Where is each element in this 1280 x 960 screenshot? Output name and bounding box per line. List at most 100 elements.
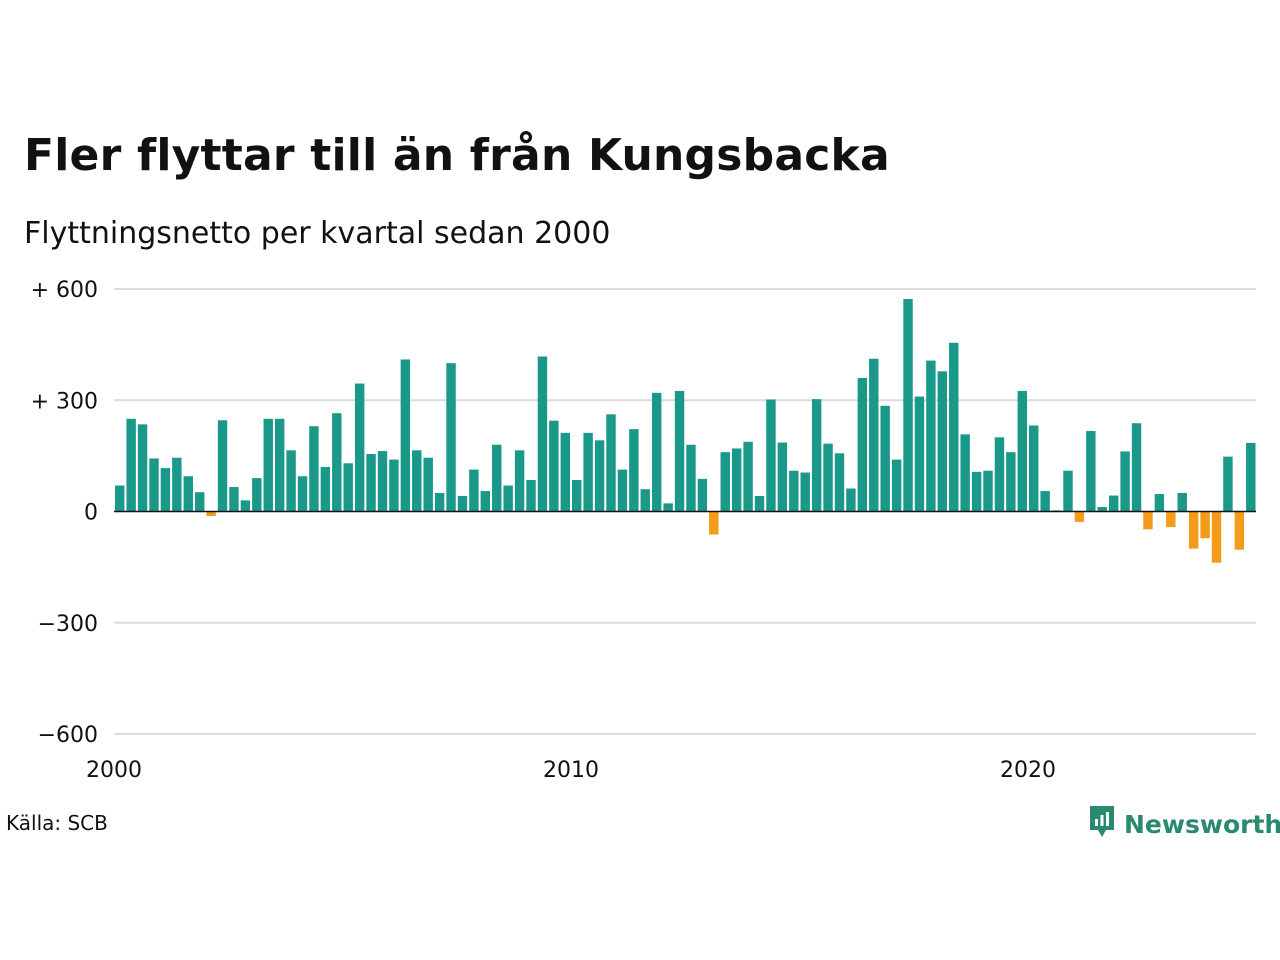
- bar: [800, 472, 810, 512]
- bar: [617, 469, 628, 512]
- bar: [217, 420, 228, 512]
- bar: [183, 476, 193, 512]
- bar: [537, 356, 548, 512]
- bar: [446, 363, 456, 512]
- bar: [286, 450, 296, 512]
- bar: [297, 476, 308, 512]
- bar: [754, 495, 765, 512]
- y-tick-label: 0: [84, 501, 98, 526]
- bar: [503, 485, 513, 512]
- bar: [994, 437, 1005, 512]
- bar-chart: + 600 + 300 0 −300 −600 2000 2010 2020: [31, 278, 1256, 783]
- bar: [469, 469, 479, 512]
- bar: [949, 342, 959, 512]
- bar: [160, 468, 171, 512]
- bar: [983, 470, 993, 512]
- bar: [891, 459, 902, 512]
- bar: [743, 441, 753, 512]
- bar: [686, 444, 696, 512]
- x-tick-label: 2000: [86, 758, 142, 783]
- bar: [674, 390, 685, 512]
- bar: [1211, 511, 1222, 563]
- bar: [194, 492, 205, 512]
- bar: [1017, 390, 1028, 512]
- bars: [115, 299, 1256, 563]
- bar: [366, 454, 376, 512]
- bar: [343, 463, 353, 512]
- bar: [777, 442, 788, 512]
- bar: [206, 511, 216, 516]
- bar: [320, 467, 331, 512]
- bar: [115, 485, 125, 512]
- bar: [526, 479, 536, 512]
- bar: [1166, 511, 1176, 528]
- bar: [1108, 495, 1119, 512]
- y-axis: + 600 + 300 0 −300 −600: [31, 278, 98, 748]
- newsworthy-logo-icon: [1088, 804, 1116, 844]
- bar: [309, 426, 319, 512]
- bar: [651, 392, 662, 512]
- y-tick-label: −300: [38, 612, 98, 637]
- bar: [549, 420, 559, 512]
- brand-logo[interactable]: Newsworthy: [1088, 804, 1280, 844]
- bar: [1120, 451, 1130, 512]
- bar: [1143, 511, 1153, 530]
- bar: [1246, 442, 1256, 512]
- chart-subtitle: Flyttningsnetto per kvartal sedan 2000: [24, 216, 611, 251]
- bar: [332, 413, 342, 512]
- x-tick-label: 2010: [543, 758, 599, 783]
- bar: [423, 457, 433, 512]
- bar: [823, 443, 833, 512]
- y-tick-label: + 300: [31, 389, 98, 414]
- bar: [880, 405, 890, 512]
- bar: [480, 491, 491, 512]
- bar: [240, 500, 251, 512]
- bar: [1029, 425, 1039, 512]
- bar: [846, 488, 856, 512]
- bar: [789, 470, 799, 512]
- bar: [137, 424, 148, 512]
- bar: [960, 434, 970, 512]
- bar: [492, 444, 502, 512]
- bar: [857, 378, 868, 512]
- bar: [1200, 511, 1210, 539]
- bar: [629, 429, 639, 512]
- bar: [583, 432, 593, 512]
- bar: [1006, 452, 1016, 512]
- gridlines: [114, 288, 1256, 735]
- bar: [971, 471, 982, 512]
- bar: [560, 432, 571, 512]
- bar: [926, 360, 936, 512]
- bar: [126, 418, 136, 512]
- bar: [1040, 491, 1050, 512]
- bar: [412, 450, 422, 512]
- bar: [1097, 507, 1107, 512]
- bar: [1234, 511, 1245, 550]
- bar: [914, 396, 925, 512]
- bar: [1074, 511, 1085, 522]
- bar: [229, 487, 239, 512]
- bar: [572, 479, 582, 512]
- bar: [1063, 470, 1073, 512]
- brand-name: Newsworthy: [1124, 809, 1280, 839]
- y-tick-label: −600: [38, 723, 98, 748]
- bar: [1177, 492, 1187, 512]
- bar: [697, 478, 708, 512]
- bar: [731, 448, 742, 512]
- bar: [709, 511, 719, 535]
- bar: [766, 399, 776, 512]
- x-tick-label: 2020: [1000, 758, 1056, 783]
- bar: [811, 399, 822, 512]
- bar: [606, 414, 616, 512]
- bar: [389, 459, 399, 512]
- bar: [274, 418, 285, 512]
- bar: [252, 478, 262, 512]
- bar: [1188, 511, 1199, 549]
- bar: [400, 359, 411, 512]
- bar: [434, 492, 445, 512]
- bar: [354, 383, 365, 512]
- bar: [720, 452, 730, 512]
- bar: [514, 450, 525, 512]
- bar: [869, 358, 879, 512]
- bar: [172, 457, 182, 512]
